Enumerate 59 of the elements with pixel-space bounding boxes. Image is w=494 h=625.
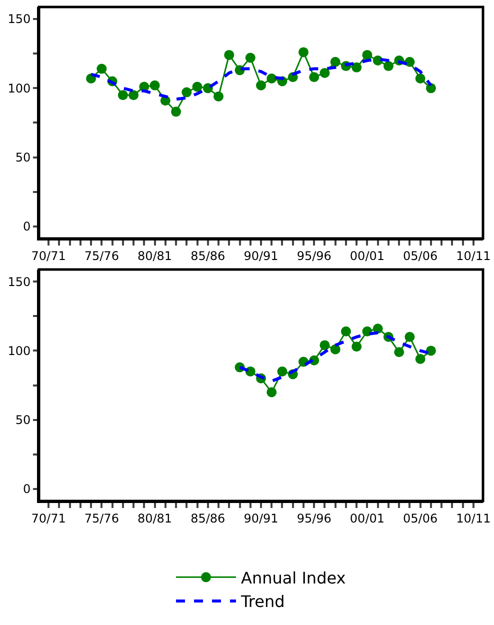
x-tick-label: 75/76 xyxy=(84,511,119,526)
point xyxy=(266,387,277,398)
point xyxy=(330,344,340,354)
x-tick-label: 10/11 xyxy=(456,248,491,263)
x-tick-label: 75/76 xyxy=(84,248,119,263)
point xyxy=(426,346,436,356)
x-tick-label: 70/71 xyxy=(31,248,66,263)
y-tick-label: 150 xyxy=(8,274,31,289)
point xyxy=(352,342,362,352)
point xyxy=(171,106,182,117)
y-tick-label: 0 xyxy=(22,482,31,496)
point xyxy=(224,50,234,60)
point xyxy=(394,347,404,358)
point xyxy=(128,90,139,100)
y-tick-label: 100 xyxy=(8,81,31,96)
point xyxy=(214,91,224,102)
point xyxy=(192,82,202,92)
y-tick-label: 0 xyxy=(22,220,31,234)
x-tick-label: 00/01 xyxy=(350,511,385,526)
point xyxy=(362,50,372,60)
point xyxy=(245,52,256,63)
x-tick-label: 90/91 xyxy=(244,511,278,526)
point xyxy=(383,61,394,72)
y-tick-label: 150 xyxy=(8,12,31,26)
point xyxy=(404,56,415,67)
x-tick-label: 95/96 xyxy=(296,248,332,263)
x-tick-label: 95/96 xyxy=(296,511,332,526)
legend-label: Trend xyxy=(240,592,285,612)
x-tick-label: 00/01 xyxy=(350,248,385,263)
point xyxy=(118,90,128,100)
point xyxy=(309,72,320,82)
point xyxy=(150,80,160,90)
x-tick-label: 80/81 xyxy=(137,511,172,526)
point xyxy=(266,73,277,84)
point xyxy=(320,340,330,350)
legend-label: Annual Index xyxy=(241,568,346,588)
point xyxy=(415,354,426,364)
x-tick-label: 80/81 xyxy=(137,248,172,263)
point xyxy=(320,68,330,78)
point xyxy=(340,326,351,336)
x-tick-label: 90/91 xyxy=(244,248,278,263)
x-tick-label: 85/86 xyxy=(190,511,226,526)
x-tick-label: 05/06 xyxy=(403,248,438,263)
point xyxy=(277,366,288,376)
point xyxy=(352,62,362,72)
x-tick-label: 85/86 xyxy=(190,248,226,263)
x-tick-label: 05/06 xyxy=(403,511,438,526)
x-tick-label: 70/71 xyxy=(31,511,66,526)
point xyxy=(298,47,308,58)
x-tick-label: 10/11 xyxy=(456,511,491,526)
point xyxy=(330,56,340,67)
point xyxy=(404,332,415,342)
point xyxy=(415,73,426,84)
y-tick-label: 50 xyxy=(15,413,31,428)
y-tick-label: 50 xyxy=(15,150,31,164)
point xyxy=(256,80,266,90)
y-tick-label: 100 xyxy=(8,344,31,358)
point xyxy=(96,64,107,74)
point xyxy=(182,87,192,98)
